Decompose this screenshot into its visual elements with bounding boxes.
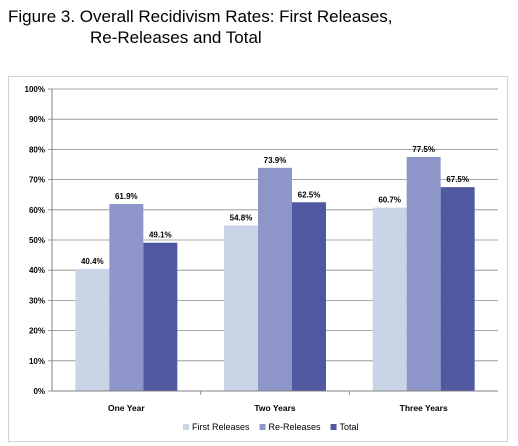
- legend-swatch: [183, 424, 189, 430]
- y-tick-label: 100%: [25, 85, 45, 94]
- data-label: 73.9%: [264, 156, 287, 165]
- legend-label: Re-Releases: [269, 422, 322, 432]
- data-label: 60.7%: [378, 196, 401, 205]
- legend-swatch: [330, 424, 337, 430]
- data-label: 61.9%: [115, 192, 138, 201]
- bars: [75, 156, 475, 391]
- chart-title-line-2: Re-Releases and Total: [90, 28, 262, 47]
- legend-label: First Releases: [192, 422, 250, 432]
- axes: [51, 89, 498, 395]
- y-tick-label: 30%: [29, 296, 45, 305]
- chart-frame: [8, 76, 508, 442]
- chart-title-line-1: Figure 3. Overall Recidivism Rates: Firs…: [8, 7, 393, 26]
- bar: [224, 225, 258, 391]
- x-category-label: Two Years: [254, 403, 296, 413]
- chart-title: Figure 3. Overall Recidivism Rates: Firs…: [8, 6, 508, 48]
- legend-label: Total: [340, 422, 359, 432]
- y-tick-label: 70%: [29, 176, 45, 185]
- data-label: 54.8%: [230, 214, 253, 223]
- data-label: 40.4%: [81, 257, 104, 266]
- bar: [292, 202, 326, 391]
- y-tick-label: 10%: [29, 357, 45, 366]
- y-tick-label: 0%: [33, 387, 45, 396]
- bar: [143, 242, 178, 391]
- y-tick-label: 80%: [29, 145, 45, 154]
- legend: First Releases Re-Releases Total: [183, 422, 359, 432]
- bar: [372, 207, 407, 391]
- y-tick-label: 50%: [29, 236, 45, 245]
- bar: [440, 187, 475, 391]
- bar: [258, 167, 292, 391]
- x-category-label: One Year: [108, 403, 145, 413]
- x-category-label: Three Years: [400, 403, 448, 413]
- data-label: 77.5%: [412, 145, 435, 154]
- data-label: 62.5%: [298, 190, 321, 199]
- y-tick-label: 20%: [29, 327, 45, 336]
- bar: [109, 204, 144, 391]
- y-tick-label: 60%: [29, 206, 45, 215]
- bar: [75, 268, 110, 391]
- y-axis-ticks: 0% 10% 20% 30% 40% 50% 60% 70% 80% 90% 100%: [25, 85, 45, 396]
- data-label: 67.5%: [446, 175, 469, 184]
- data-labels: 40.4% 61.9% 49.1% 54.8% 73.9% 62.5% 60.7% 77.5%…: [81, 145, 469, 266]
- y-tick-label: 90%: [29, 115, 45, 124]
- data-label: 49.1%: [149, 231, 172, 240]
- x-axis-categories: One Year Two Years Three Years: [108, 403, 448, 413]
- legend-swatch: [259, 424, 266, 430]
- bar: [406, 156, 441, 391]
- y-tick-label: 40%: [29, 266, 45, 275]
